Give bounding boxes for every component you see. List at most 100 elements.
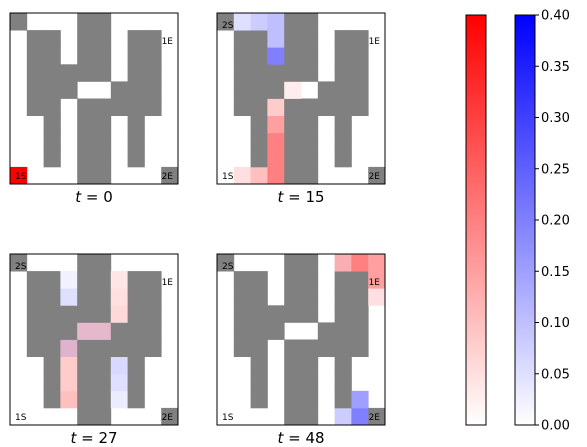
wall-cell [60,81,78,99]
wall-cell [351,30,369,48]
colorbar-fill [514,14,536,426]
wall-cell [233,47,251,65]
label-2e: 2E [162,413,174,423]
wall-cell [267,305,285,323]
heat-cell [267,115,285,134]
wall-cell [77,356,95,375]
wall-cell [144,322,162,340]
wall-cell [127,64,145,82]
label-2s: 2S [15,262,27,272]
wall-cell [250,47,268,65]
heat-cell [368,254,386,272]
heat-cell [110,288,128,306]
wall-cell [77,30,95,48]
wall-cell [94,132,112,151]
wall-cell [77,47,95,65]
heat-cell [60,390,78,409]
label-2s: 2S [222,21,234,31]
heat-cell [60,356,78,375]
wall-cell [60,305,78,323]
wall-cell [301,390,319,409]
heatmap-panel-0: 1S 1E 2E t = 0 [9,12,179,206]
wall-cell [250,305,268,323]
wall-cell [284,149,302,168]
wall-cell [144,30,162,48]
heatmap-panel-2: 1S 1E 2E 2S t = 27 [9,253,179,447]
wall-cell [301,166,319,185]
wall-cell [110,339,128,357]
wall-cell [94,407,112,426]
wall-cell [43,149,61,168]
wall-cell [301,30,319,48]
heat-cell [284,81,302,99]
wall-cell [77,339,95,357]
colorbar-tick-label: 0.20 [541,214,570,229]
wall-cell [301,98,319,116]
wall-cell [284,115,302,134]
panel-title: t = 48 [277,429,324,447]
colorbar-tick-label: 0.35 [541,60,570,75]
wall-cell [94,254,112,272]
wall-cell [284,339,302,357]
wall-cell [77,64,95,82]
wall-cell [161,407,179,426]
wall-cell [26,339,44,357]
heat-cell [233,13,251,31]
wall-cell [233,64,251,82]
wall-cell [351,288,369,306]
wall-cell [77,254,95,272]
wall-cell [351,47,369,65]
wall-cell [334,149,352,168]
wall-cell [250,149,268,168]
wall-cell [233,81,251,99]
wall-cell [144,271,162,289]
label-1s: 1S [15,172,27,182]
panel-frame [9,253,179,426]
wall-cell [250,64,268,82]
wall-cell [94,47,112,65]
heat-cell [77,322,95,340]
label-1s: 1S [222,413,234,423]
wall-cell [43,288,61,306]
heatmap-panel-3: 1S 1E 2E 2S t = 48 [216,253,386,447]
wall-cell [127,149,145,168]
heat-cell [267,132,285,151]
wall-cell [368,407,386,426]
colorbar-tick-label: 0.05 [541,367,570,382]
wall-cell [94,13,112,31]
wall-cell [77,271,95,289]
wall-cell [301,356,319,375]
panel-title: t = 15 [277,188,324,206]
wall-cell [284,305,302,323]
wall-cell [233,98,251,116]
heat-cell [60,288,78,306]
wall-cell [334,132,352,151]
wall-cell [77,132,95,151]
panel-frame [9,12,179,185]
wall-cell [43,339,61,357]
wall-cell [233,322,251,340]
wall-cell [43,271,61,289]
wall-cell [144,305,162,323]
wall-cell [127,373,145,392]
wall-cell [301,407,319,426]
panel-title: t = 0 [75,188,113,206]
wall-cell [94,288,112,306]
wall-cell [10,254,28,272]
wall-cell [301,373,319,392]
wall-cell [217,254,235,272]
wall-cell [144,47,162,65]
wall-cell [301,339,319,357]
wall-cell [334,305,352,323]
wall-cell [144,288,162,306]
wall-cell [10,13,28,31]
wall-cell [94,305,112,323]
wall-cell [127,132,145,151]
wall-cell [43,132,61,151]
wall-cell [267,64,285,82]
wall-cell [94,271,112,289]
wall-cell [284,271,302,289]
heat-cell [110,390,128,409]
wall-cell [250,30,268,48]
